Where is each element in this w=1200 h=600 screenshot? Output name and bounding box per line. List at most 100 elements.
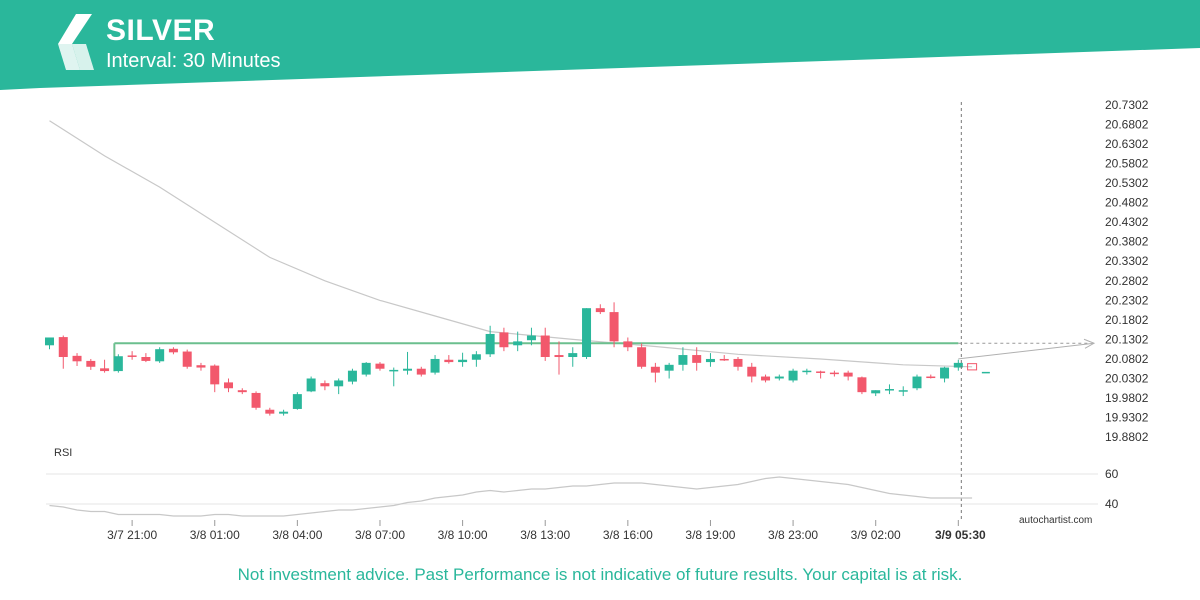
candle-body	[168, 348, 178, 353]
candle-body	[389, 369, 399, 372]
candle-body	[471, 354, 481, 360]
candle-body	[898, 390, 908, 392]
candle-body	[568, 353, 578, 358]
candle-body	[224, 382, 234, 389]
y-tick-label: 20.2302	[1105, 293, 1149, 307]
candle-body	[430, 358, 440, 373]
y-tick-label: 19.9802	[1105, 391, 1149, 405]
candle-body	[499, 332, 509, 348]
candle-body	[127, 355, 137, 357]
y-tick-label: 20.7302	[1105, 98, 1149, 112]
candle-body	[444, 359, 454, 363]
rsi-tick-label: 40	[1105, 497, 1119, 511]
x-tick-label: 3/8 01:00	[190, 528, 240, 542]
candle-body	[513, 341, 523, 346]
y-tick-label: 20.0302	[1105, 371, 1149, 385]
candle-body	[458, 359, 468, 363]
candle-body	[113, 356, 123, 372]
candle-body	[182, 351, 192, 367]
candle-body	[361, 362, 371, 375]
rsi-tick-label: 60	[1105, 467, 1119, 481]
x-tick-label: 3/9 05:30	[935, 528, 986, 542]
candle-body	[403, 368, 413, 371]
candle-body	[45, 337, 54, 346]
candle-body	[940, 367, 950, 379]
candle-body	[375, 363, 385, 369]
candle-body	[86, 360, 96, 367]
x-tick-label: 3/8 04:00	[272, 528, 322, 542]
rsi-line	[49, 476, 973, 517]
y-tick-label: 20.2802	[1105, 274, 1149, 288]
y-tick-label: 19.8802	[1105, 430, 1149, 444]
candle-body	[582, 308, 592, 358]
candle-body	[637, 347, 647, 367]
interval-subtitle: Interval: 30 Minutes	[106, 50, 281, 72]
y-tick-label: 20.6802	[1105, 118, 1149, 132]
candle-body	[650, 366, 660, 373]
candle-body	[926, 376, 936, 379]
candle-body	[595, 308, 605, 313]
y-tick-label: 20.6302	[1105, 137, 1149, 151]
candle-body	[485, 333, 495, 355]
candle-body	[623, 341, 633, 348]
autochartist-logo-icon	[58, 14, 98, 76]
x-tick-label: 3/8 10:00	[438, 528, 488, 542]
candle-body	[788, 370, 798, 381]
x-tick-label: 3/8 13:00	[520, 528, 570, 542]
candle-body	[609, 312, 619, 342]
y-tick-label: 20.3302	[1105, 254, 1149, 268]
candle-body	[526, 335, 536, 341]
header-banner	[0, 0, 1200, 90]
candle-body	[692, 355, 702, 363]
candle-body	[884, 389, 894, 391]
candle-body	[857, 377, 867, 393]
candle-body	[320, 383, 330, 387]
candle-body	[540, 335, 550, 358]
y-tick-label: 20.4302	[1105, 215, 1149, 229]
candle-body	[761, 376, 771, 381]
candle-body	[912, 376, 922, 389]
candle-body	[554, 355, 564, 358]
candle-body	[196, 365, 206, 368]
candle-body	[816, 371, 826, 373]
y-tick-label: 20.1802	[1105, 313, 1149, 327]
x-tick-label: 3/8 19:00	[685, 528, 735, 542]
candle-body	[279, 411, 289, 414]
candle-body	[100, 368, 110, 372]
candle-body	[678, 355, 688, 365]
candle-body	[871, 390, 881, 394]
candle-body	[251, 392, 261, 408]
banner-background	[0, 0, 1200, 90]
rsi-label: RSI	[54, 447, 73, 459]
x-tick-label: 3/7 21:00	[107, 528, 157, 542]
candle-body	[705, 358, 715, 363]
projected-candle	[967, 363, 978, 371]
y-tick-label: 19.9302	[1105, 410, 1149, 424]
candle-body	[72, 355, 82, 362]
disclaimer-text: Not investment advice. Past Performance …	[237, 565, 963, 584]
candle-body	[141, 357, 151, 361]
y-tick-label: 20.5802	[1105, 157, 1149, 171]
candle-body	[719, 358, 729, 361]
candle-body	[829, 372, 839, 375]
brand-watermark: autochartist.com	[1019, 515, 1093, 526]
instrument-title: SILVER	[106, 14, 216, 47]
candle-body	[265, 409, 275, 414]
y-tick-label: 20.1302	[1105, 332, 1149, 346]
candle-body	[334, 380, 344, 387]
moving-average-line	[49, 120, 973, 368]
y-tick-label: 20.5302	[1105, 176, 1149, 190]
x-tick-label: 3/8 23:00	[768, 528, 818, 542]
candle-body	[843, 372, 853, 377]
candle-body	[747, 366, 757, 377]
candle-body	[664, 364, 674, 371]
candle-body	[306, 378, 316, 392]
candle-body	[347, 370, 357, 382]
candle-body	[733, 358, 743, 367]
price-chart: 20.7302 20.6802 20.6302 20.5802 20.5302 20.48…	[45, 98, 1149, 542]
candle-body	[416, 368, 426, 375]
projection-arrow-line	[958, 342, 1095, 360]
x-tick-label: 3/8 07:00	[355, 528, 405, 542]
candle-body	[58, 337, 68, 358]
x-tick-label: 3/9 02:00	[851, 528, 901, 542]
